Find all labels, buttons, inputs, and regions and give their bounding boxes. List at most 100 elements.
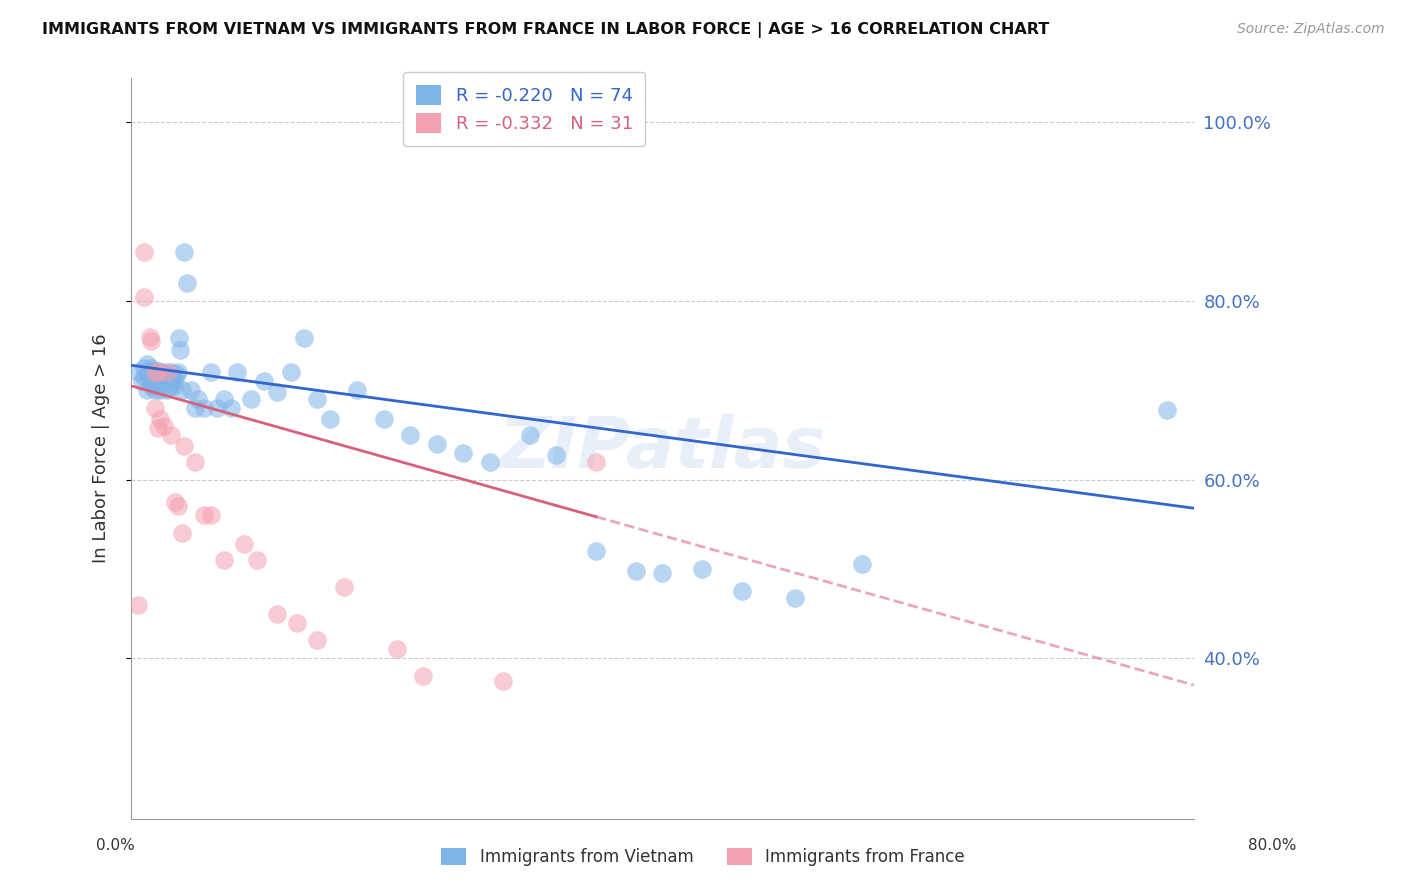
Point bbox=[200, 508, 222, 523]
Point bbox=[285, 615, 308, 630]
Point bbox=[134, 361, 156, 376]
Point bbox=[139, 334, 162, 348]
Point bbox=[184, 455, 207, 469]
Legend: Immigrants from Vietnam, Immigrants from France: Immigrants from Vietnam, Immigrants from… bbox=[434, 841, 972, 873]
Point bbox=[519, 428, 541, 442]
Point bbox=[212, 553, 235, 567]
Point bbox=[373, 412, 395, 426]
Point bbox=[187, 392, 209, 407]
Text: ZIPatlas: ZIPatlas bbox=[499, 414, 827, 483]
Text: 80.0%: 80.0% bbox=[1249, 838, 1296, 853]
Point bbox=[346, 384, 368, 398]
Point bbox=[134, 244, 156, 259]
Point bbox=[169, 343, 191, 357]
Text: IMMIGRANTS FROM VIETNAM VS IMMIGRANTS FROM FRANCE IN LABOR FORCE | AGE > 16 CORR: IMMIGRANTS FROM VIETNAM VS IMMIGRANTS FR… bbox=[42, 22, 1049, 38]
Point bbox=[585, 544, 607, 558]
Point bbox=[385, 642, 408, 657]
Point bbox=[173, 244, 195, 259]
Point bbox=[160, 375, 183, 389]
Point bbox=[731, 584, 754, 599]
Point bbox=[153, 376, 176, 391]
Point bbox=[166, 366, 188, 380]
Point bbox=[143, 366, 166, 380]
Point bbox=[478, 455, 501, 469]
Point bbox=[136, 384, 159, 398]
Point bbox=[139, 379, 162, 393]
Point bbox=[173, 439, 195, 453]
Point bbox=[163, 379, 186, 393]
Point bbox=[138, 368, 160, 382]
Text: Source: ZipAtlas.com: Source: ZipAtlas.com bbox=[1237, 22, 1385, 37]
Point bbox=[159, 379, 181, 393]
Point bbox=[139, 373, 162, 387]
Point bbox=[651, 566, 673, 581]
Point bbox=[157, 366, 180, 380]
Point bbox=[193, 508, 215, 523]
Point bbox=[149, 370, 172, 384]
Point bbox=[307, 633, 329, 648]
Point bbox=[139, 329, 162, 343]
Point bbox=[170, 526, 193, 541]
Point bbox=[155, 370, 177, 384]
Point bbox=[127, 598, 149, 612]
Point bbox=[142, 370, 165, 384]
Point bbox=[266, 607, 288, 621]
Point bbox=[153, 419, 176, 434]
Point bbox=[145, 375, 167, 389]
Point bbox=[785, 591, 807, 605]
Point bbox=[451, 446, 474, 460]
Point bbox=[180, 384, 202, 398]
Point bbox=[167, 331, 190, 345]
Point bbox=[399, 428, 422, 442]
Point bbox=[156, 384, 179, 398]
Point bbox=[412, 669, 434, 683]
Point bbox=[146, 421, 169, 435]
Point bbox=[170, 384, 193, 398]
Point bbox=[152, 368, 174, 382]
Point bbox=[851, 558, 873, 572]
Point bbox=[280, 366, 302, 380]
Point bbox=[162, 370, 184, 384]
Point bbox=[332, 580, 354, 594]
Point bbox=[157, 375, 180, 389]
Point bbox=[141, 364, 163, 378]
Point bbox=[193, 401, 215, 416]
Point bbox=[546, 448, 568, 462]
Point bbox=[134, 370, 156, 384]
Point bbox=[219, 401, 242, 416]
Point bbox=[131, 375, 153, 389]
Point bbox=[239, 392, 262, 407]
Point bbox=[146, 379, 169, 393]
Point bbox=[149, 384, 172, 398]
Point bbox=[585, 455, 607, 469]
Point bbox=[426, 437, 449, 451]
Point bbox=[160, 366, 183, 380]
Point bbox=[292, 331, 315, 345]
Point bbox=[165, 368, 187, 382]
Point bbox=[134, 289, 156, 303]
Point bbox=[624, 564, 647, 578]
Point bbox=[492, 673, 515, 688]
Y-axis label: In Labor Force | Age > 16: In Labor Force | Age > 16 bbox=[93, 334, 110, 563]
Point bbox=[146, 366, 169, 380]
Point bbox=[153, 366, 176, 380]
Point bbox=[253, 375, 276, 389]
Point bbox=[136, 357, 159, 371]
Point bbox=[157, 368, 180, 382]
Point bbox=[143, 368, 166, 382]
Point bbox=[233, 537, 256, 551]
Text: 0.0%: 0.0% bbox=[96, 838, 135, 853]
Point bbox=[266, 385, 288, 400]
Point bbox=[200, 366, 222, 380]
Point bbox=[146, 364, 169, 378]
Point bbox=[319, 412, 342, 426]
Point bbox=[246, 553, 269, 567]
Point bbox=[166, 500, 188, 514]
Point bbox=[212, 392, 235, 407]
Point bbox=[143, 384, 166, 398]
Point bbox=[148, 366, 170, 380]
Point bbox=[127, 366, 149, 380]
Point bbox=[139, 361, 162, 376]
Point bbox=[307, 392, 329, 407]
Point bbox=[149, 412, 172, 426]
